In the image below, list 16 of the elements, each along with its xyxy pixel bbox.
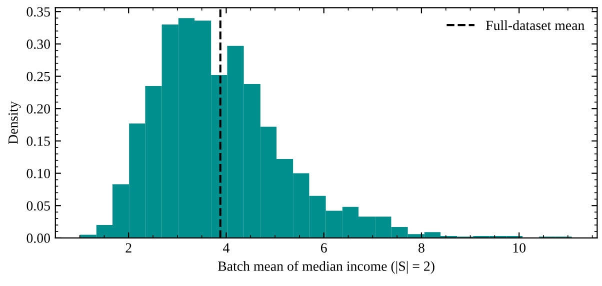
x-tick-label: 6 xyxy=(320,243,327,253)
y-tick-label: 0.00 xyxy=(26,234,50,243)
y-tick-label: 0.25 xyxy=(26,72,50,82)
x-tick-label: 10 xyxy=(513,243,526,253)
y-tick-label: 0.10 xyxy=(26,168,50,178)
ref-line-label: Full-dataset mean xyxy=(486,20,584,30)
x-axis-title: Batch mean of median income (|S| = 2) xyxy=(218,260,434,274)
x-tick-label: 4 xyxy=(223,243,230,252)
y-tick-label: 0.30 xyxy=(26,40,50,49)
x-tick-label: 8 xyxy=(418,243,424,253)
y-tick-label: 0.35 xyxy=(26,7,50,17)
x-tick-label: 2 xyxy=(126,243,132,252)
y-axis-title: Density xyxy=(8,101,21,144)
y-tick-label: 0.15 xyxy=(26,136,50,146)
y-tick-label: 0.05 xyxy=(26,201,50,211)
y-tick-label: 0.20 xyxy=(26,104,50,114)
